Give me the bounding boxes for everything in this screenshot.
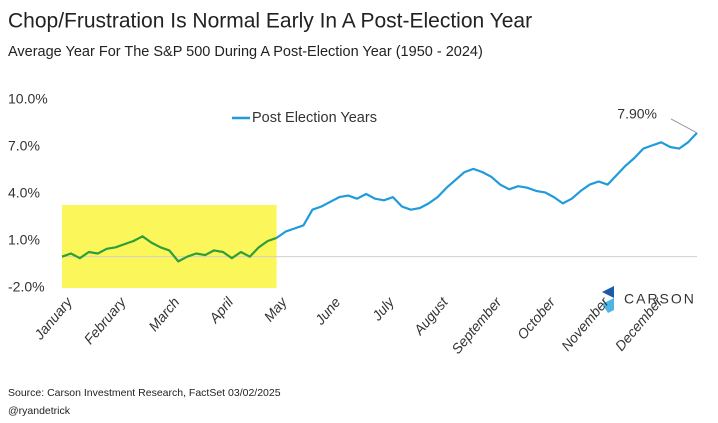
legend-label: Post Election Years [252,110,377,126]
series-line [61,235,277,263]
leader-line [670,118,698,134]
x-tick-label: July [368,293,398,324]
x-tick-label: May [261,293,291,324]
chart-subtitle: Average Year For The S&P 500 During A Po… [8,44,483,60]
logo: CARSON [602,286,696,313]
y-tick-label: 4.0% [8,185,40,201]
chart-title: Chop/Frustration Is Normal Early In A Po… [8,10,532,33]
logo-mark [602,286,614,298]
logo-mark [602,298,614,313]
y-tick-label: 7.0% [8,138,40,154]
x-tick-label: February [81,293,130,347]
value-label: 7.90% [617,106,657,122]
x-tick-label: October [514,293,559,342]
x-tick-label: March [145,294,182,334]
x-tick-label: August [410,293,452,338]
y-tick-label: 10.0% [8,91,48,107]
x-tick-label: January [30,293,76,343]
handle: @ryandetrick [8,405,71,417]
y-tick-label: -2.0% [8,279,45,295]
series-line [275,132,698,239]
highlight-box [62,204,277,288]
x-tick-label: June [311,294,344,328]
y-tick-label: 1.0% [8,232,40,248]
x-tick-label: September [448,293,505,357]
logo-text: CARSON [624,291,696,307]
x-tick-label: November [558,293,613,354]
x-tick-label: April [205,293,236,326]
source: Source: Carson Investment Research, Fact… [8,387,281,399]
